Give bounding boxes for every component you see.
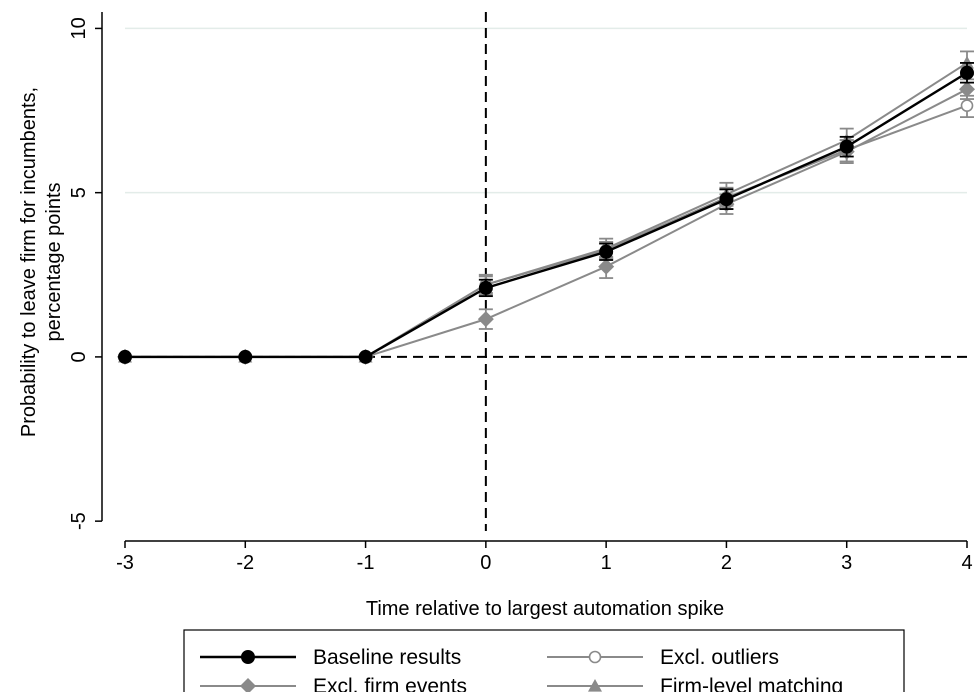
data-point bbox=[478, 280, 493, 295]
x-tick-label: -1 bbox=[357, 552, 375, 574]
x-tick-label: 0 bbox=[480, 552, 491, 574]
y-tick-label: 10 bbox=[68, 17, 90, 39]
data-point bbox=[238, 349, 253, 364]
legend-marker bbox=[240, 678, 256, 692]
y-axis-label-line-2: percentage points bbox=[43, 182, 65, 341]
legend: Baseline results Excl. outliers Excl. firm… bbox=[183, 629, 905, 692]
y-tick-label: 0 bbox=[68, 351, 90, 362]
axes: -5 0 5 10 -3 -2 -1 0 1 2 3 4 bbox=[68, 12, 973, 574]
data-point bbox=[598, 258, 615, 275]
legend-item: Excl. firm events bbox=[200, 675, 467, 692]
data-point bbox=[960, 99, 974, 112]
legend-marker bbox=[241, 650, 255, 664]
legend-item: Excl. outliers bbox=[547, 646, 779, 669]
y-axis-label-line-1: Probability to leave firm for incumbents… bbox=[18, 87, 40, 437]
legend-item: Baseline results bbox=[200, 646, 461, 669]
data-point bbox=[839, 139, 854, 154]
x-tick-label: 4 bbox=[961, 552, 972, 574]
data-point bbox=[599, 244, 614, 259]
data-point bbox=[477, 311, 494, 328]
legend-label: Excl. outliers bbox=[660, 646, 779, 669]
legend-label: Excl. firm events bbox=[313, 675, 467, 692]
grid-lines bbox=[125, 27, 967, 194]
y-tick-label: 5 bbox=[68, 187, 90, 198]
y-tick-label: -5 bbox=[68, 512, 90, 530]
series-excl-firm-events bbox=[117, 78, 975, 365]
series-line bbox=[125, 71, 968, 359]
legend-item: Firm-level matching bbox=[547, 675, 843, 692]
legend-marker bbox=[588, 650, 602, 664]
legend-box bbox=[183, 629, 905, 692]
x-tick-label: -2 bbox=[236, 552, 254, 574]
x-tick-label: 3 bbox=[841, 552, 852, 574]
data-point bbox=[959, 81, 975, 98]
legend-label: Baseline results bbox=[313, 646, 461, 669]
series-layer bbox=[117, 50, 975, 365]
series-baseline-results bbox=[118, 62, 974, 364]
series-line bbox=[125, 62, 968, 358]
data-point bbox=[358, 349, 373, 364]
reference-lines bbox=[125, 12, 967, 531]
x-tick-label: 1 bbox=[601, 552, 612, 574]
data-point bbox=[960, 65, 974, 80]
x-axis-label: Time relative to largest automation spik… bbox=[366, 598, 724, 620]
series-firm-level-matching bbox=[118, 50, 974, 363]
legend-marker bbox=[588, 679, 602, 692]
x-tick-label: -3 bbox=[116, 552, 134, 574]
data-point bbox=[719, 192, 734, 207]
legend-label: Firm-level matching bbox=[660, 675, 843, 692]
data-point bbox=[118, 349, 132, 364]
x-tick-label: 2 bbox=[721, 552, 732, 574]
